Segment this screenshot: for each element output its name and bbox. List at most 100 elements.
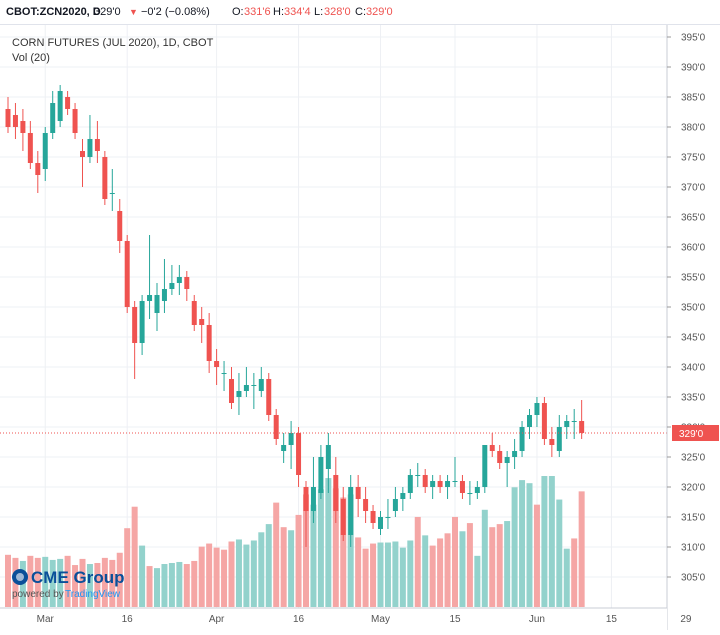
- candle: [571, 409, 577, 439]
- volume-bar: [332, 488, 339, 607]
- candle: [72, 103, 78, 139]
- price-tick-label: 380'0: [681, 123, 706, 134]
- volume-bar: [392, 541, 399, 607]
- candle: [579, 400, 585, 439]
- candle: [564, 415, 570, 439]
- candle: [147, 235, 153, 319]
- candle-body: [221, 373, 227, 374]
- price-tick-label: 390'0: [681, 63, 706, 74]
- candle: [378, 511, 383, 535]
- candle-body: [154, 295, 160, 313]
- candle-body: [109, 193, 115, 194]
- time-axis[interactable]: Mar 16 Apr 16 May 15 Jun 15 29: [0, 607, 692, 630]
- time-tick-label: Jun: [529, 614, 545, 625]
- volume-bars: [5, 476, 585, 607]
- candle-body: [459, 481, 465, 493]
- candle-body: [370, 511, 376, 523]
- candle-body: [400, 493, 406, 499]
- candle: [370, 505, 376, 529]
- candle-body: [50, 103, 56, 133]
- price-change: −0'2 (−0.08%): [141, 6, 210, 18]
- candle-body: [378, 517, 383, 529]
- low-value: 328'0: [324, 6, 351, 18]
- volume-bar: [355, 537, 362, 607]
- price-axis[interactable]: 305'0310'0315'0320'0325'0330'0335'0340'0…: [666, 25, 720, 630]
- volume-bar: [94, 562, 101, 607]
- candle: [400, 487, 406, 511]
- candle-body: [191, 301, 197, 325]
- candle-body: [35, 163, 41, 175]
- candle-body: [348, 487, 354, 535]
- volume-bar: [124, 528, 131, 607]
- candle-body: [497, 451, 503, 463]
- candle: [50, 91, 56, 139]
- candle: [527, 409, 532, 439]
- volume-bar: [243, 544, 250, 607]
- candle-body: [199, 319, 205, 325]
- candle: [534, 397, 540, 427]
- candle: [392, 487, 398, 517]
- candle: [266, 373, 272, 421]
- candle-body: [132, 307, 138, 343]
- candle-body: [541, 403, 547, 439]
- candle: [221, 361, 227, 391]
- candle-body: [392, 499, 398, 511]
- candle: [333, 457, 339, 523]
- candle: [497, 445, 503, 469]
- time-tick-label: 29: [680, 614, 692, 625]
- time-tick-label: Apr: [209, 614, 225, 625]
- candle: [310, 457, 316, 523]
- price-tick-label: 360'0: [681, 243, 706, 254]
- price-tick-label: 385'0: [681, 93, 706, 104]
- candle: [214, 349, 220, 385]
- candle: [87, 115, 93, 163]
- candle-body: [571, 421, 577, 422]
- volume-bar: [64, 555, 71, 607]
- candle: [482, 445, 488, 493]
- candle-body: [117, 211, 123, 241]
- time-tick-label: 15: [449, 614, 461, 625]
- candle-body: [94, 139, 100, 151]
- volume-bar: [414, 516, 421, 607]
- candle-body: [363, 499, 369, 511]
- down-triangle-icon: ▼: [129, 7, 138, 17]
- candle: [80, 139, 85, 187]
- volume-bar: [317, 489, 324, 607]
- volume-bar: [459, 531, 466, 607]
- tradingview-link[interactable]: TradingView: [65, 589, 121, 600]
- price-tick-label: 345'0: [681, 333, 706, 344]
- candle-body: [243, 385, 249, 391]
- candle-body: [512, 451, 518, 457]
- volume-bar: [288, 530, 295, 607]
- volume-bar: [384, 542, 391, 607]
- price-tick-label: 365'0: [681, 213, 706, 224]
- volume-bar: [139, 545, 146, 607]
- candle: [206, 313, 212, 373]
- candle: [549, 427, 555, 457]
- cme-logo: CME Group powered by TradingView: [12, 568, 125, 600]
- candle: [318, 445, 324, 499]
- candle: [199, 307, 205, 343]
- volume-bar: [370, 543, 377, 607]
- candles: [5, 85, 585, 547]
- candle-body: [452, 481, 458, 482]
- volume-bar: [526, 483, 533, 607]
- volume-bar: [407, 540, 414, 607]
- candle: [415, 463, 421, 487]
- candle: [243, 367, 249, 397]
- last-price-tag-label: 329'0: [679, 429, 704, 440]
- volume-bar: [183, 564, 190, 607]
- volume-bar: [86, 564, 93, 607]
- volume-bar: [273, 502, 280, 607]
- price-tick-label: 305'0: [681, 573, 706, 584]
- candle: [519, 421, 525, 457]
- volume-bar: [340, 497, 347, 607]
- candle: [169, 265, 175, 295]
- candle-body: [72, 109, 78, 133]
- candle-body: [65, 97, 71, 109]
- volume-bar: [325, 478, 332, 607]
- volume-bar: [221, 549, 228, 607]
- candle-body: [57, 91, 63, 121]
- candle: [504, 451, 510, 487]
